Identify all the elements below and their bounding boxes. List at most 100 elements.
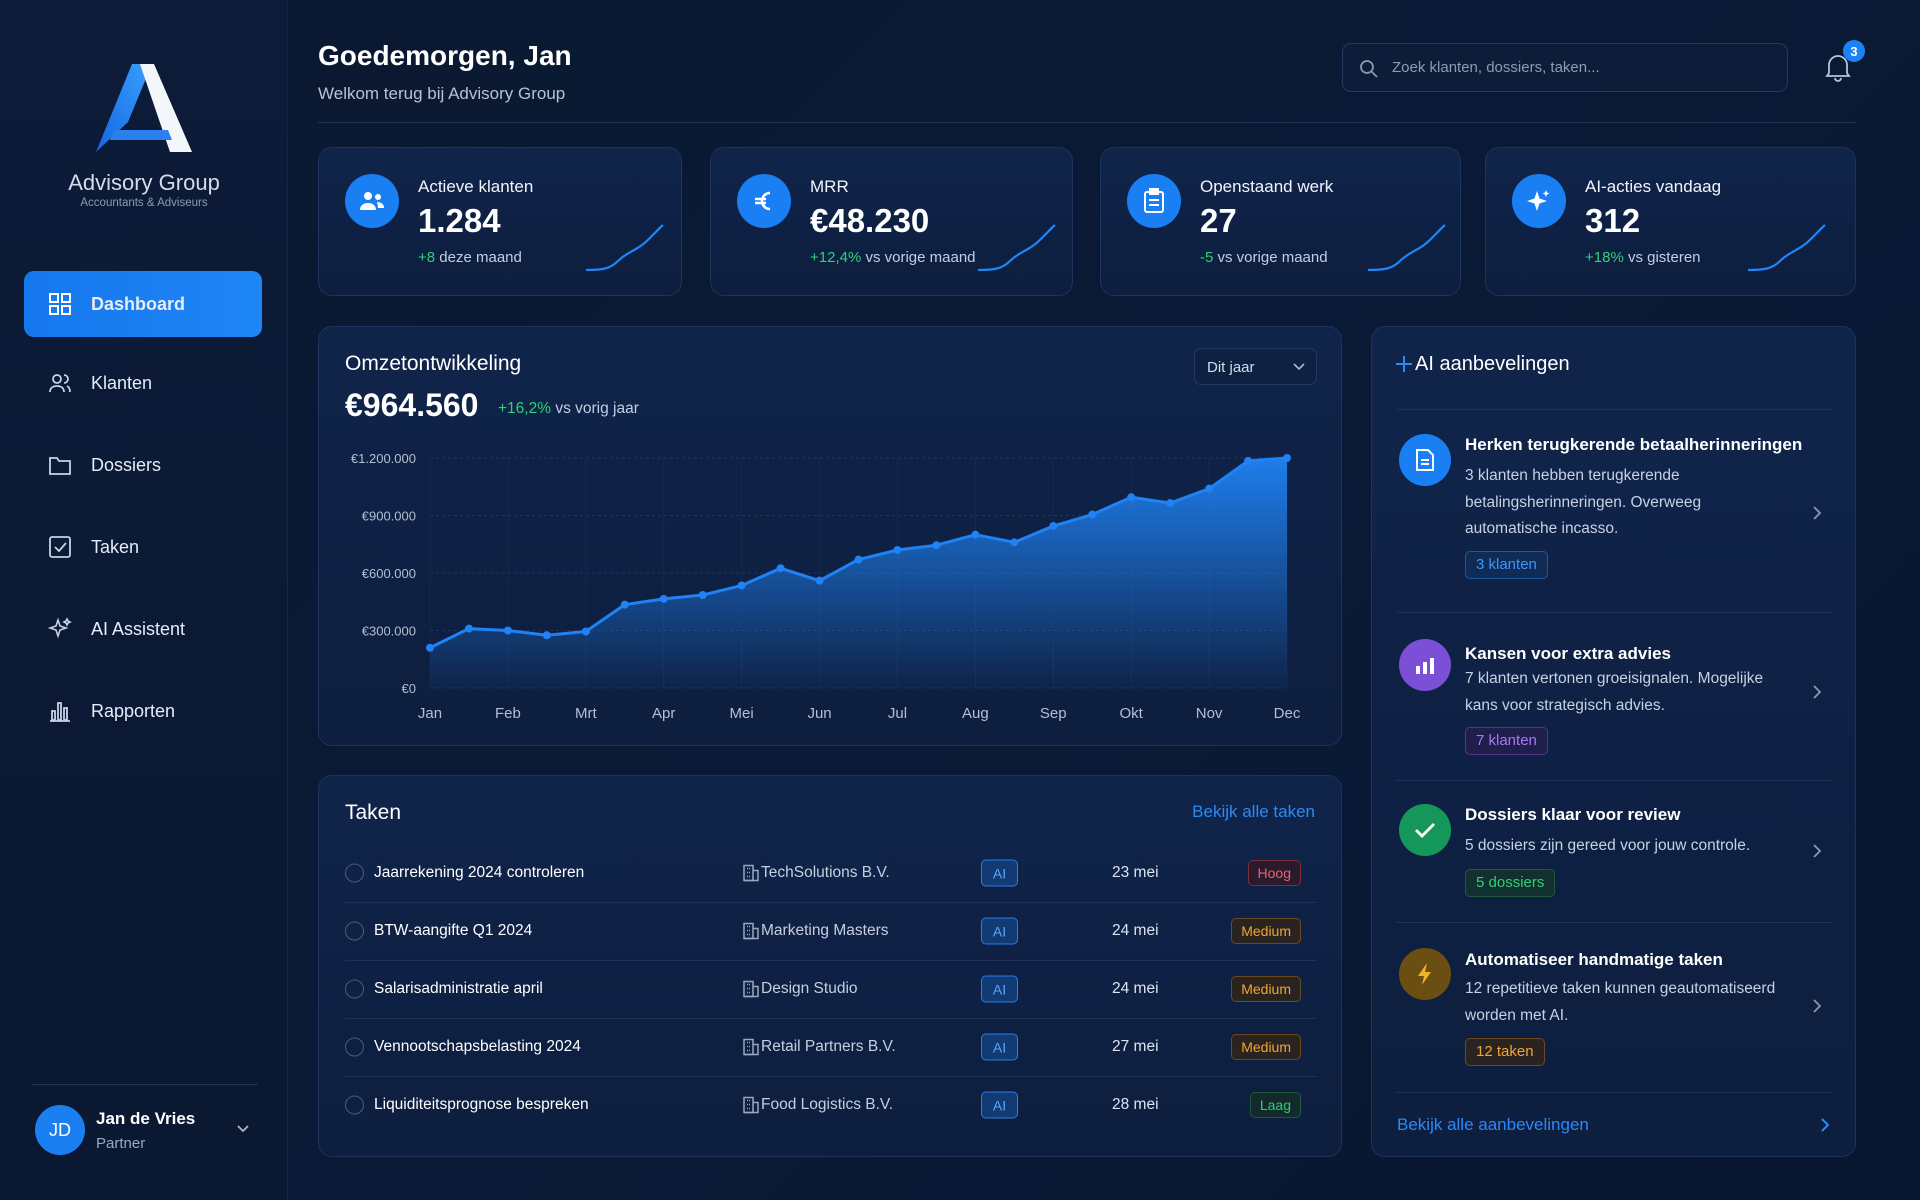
task-row[interactable]: Liquiditeitsprognose bespreken Food Logis… xyxy=(345,1076,1317,1134)
user-role: Partner xyxy=(96,1135,146,1152)
avatar: JD xyxy=(35,1105,85,1155)
nav-item[interactable]: Klanten xyxy=(24,350,262,416)
point xyxy=(620,600,629,609)
change-value: +18% xyxy=(1585,249,1624,266)
ai-title: AI aanbevelingen xyxy=(1415,353,1570,375)
icon xyxy=(48,617,72,639)
point xyxy=(932,541,941,550)
client-name: Design Studio xyxy=(761,980,858,997)
view-all-recommendations[interactable]: Bekijk alle aanbevelingen xyxy=(1397,1115,1589,1134)
x-tick-label: Sep xyxy=(1040,705,1067,722)
icon xyxy=(743,922,759,940)
due-date: 27 mei xyxy=(1112,1038,1159,1055)
checkbox[interactable] xyxy=(345,1095,364,1115)
nav-item[interactable]: Rapporten xyxy=(24,678,262,744)
task-row[interactable]: Jaarrekening 2024 controleren TechSolutio… xyxy=(345,844,1317,902)
chevron xyxy=(1813,999,1822,1013)
kpi-icon xyxy=(1127,174,1181,228)
icon xyxy=(743,980,759,998)
icon xyxy=(743,1096,759,1114)
checkbox[interactable] xyxy=(345,863,364,883)
divider xyxy=(318,122,1856,123)
checkbox[interactable] xyxy=(345,1037,364,1057)
checkbox[interactable] xyxy=(345,921,364,941)
point xyxy=(737,581,746,590)
icon xyxy=(1415,823,1435,838)
point xyxy=(1049,522,1058,531)
change-text: vs vorige maand xyxy=(1217,249,1328,266)
kpi-label: MRR xyxy=(810,177,849,196)
nav-item[interactable]: Dashboard xyxy=(24,271,262,337)
divider xyxy=(345,1018,1317,1019)
priority: Medium xyxy=(1231,976,1301,1002)
sparkline xyxy=(978,224,1056,272)
nav-item[interactable]: Dossiers xyxy=(24,432,262,498)
ai-item-description: 12 repetitieve taken kunnen geautomatise… xyxy=(1465,980,1776,1024)
ai-item[interactable]: Kansen voor extra advies 7 klanten verto… xyxy=(1372,632,1857,772)
divider xyxy=(345,902,1317,903)
nav-item[interactable]: AI Assistent xyxy=(24,596,262,662)
bell[interactable] xyxy=(1824,52,1852,82)
tasks-title: Taken xyxy=(345,801,402,824)
divider xyxy=(1396,780,1833,781)
area-chart: €0 €300.000 €600.000 €900.000 €1.200.000 Jan F… xyxy=(351,451,1301,722)
ai-item-description: 3 klanten hebben terugkerende betalingsh… xyxy=(1465,467,1702,537)
nav-item[interactable]: Taken xyxy=(24,514,262,580)
due-date: 23 mei xyxy=(1112,864,1159,881)
task-name: Jaarrekening 2024 controleren xyxy=(374,864,585,881)
ai-tag: AI xyxy=(981,917,1018,945)
ai-item-title: Herken terugkerende betaalherinneringen xyxy=(1465,435,1803,454)
ai-item[interactable]: Automatiseer handmatige taken 12 repetit… xyxy=(1372,941,1857,1091)
ai-tag: AI xyxy=(981,975,1018,1003)
y-tick-label: €600.000 xyxy=(362,566,416,581)
priority: Laag xyxy=(1249,1092,1301,1118)
icon xyxy=(1416,449,1434,471)
building-icon xyxy=(743,1038,759,1056)
chart-card: Omzetontwikkeling €964.560 +16,2% vs vor… xyxy=(318,326,1342,746)
chart-title: Omzetontwikkeling xyxy=(345,352,522,375)
x-tick-label: Feb xyxy=(495,705,521,722)
client-name: Food Logistics B.V. xyxy=(761,1096,894,1113)
building-icon xyxy=(743,980,759,998)
divider xyxy=(1396,409,1833,410)
point xyxy=(659,594,668,603)
client-name: Retail Partners B.V. xyxy=(761,1038,896,1055)
task-row[interactable]: Salarisadministratie april Design Studio A… xyxy=(345,960,1317,1018)
divider xyxy=(1396,922,1833,923)
sidebar: Advisory Group Accountants & Adviseurs D… xyxy=(0,0,288,1200)
point xyxy=(1244,456,1253,465)
change-text: vs vorig jaar xyxy=(555,400,639,417)
period-dropdown[interactable]: Dit jaar xyxy=(1194,348,1317,385)
task-row[interactable]: BTW-aangifte Q1 2024 Marketing Masters AI 2… xyxy=(345,902,1317,960)
kpi-value: 312 xyxy=(1585,202,1641,239)
ai-icon xyxy=(1399,948,1451,1000)
ai-item[interactable]: Dossiers klaar voor review 5 dossiers zi… xyxy=(1372,797,1857,917)
kpi-icon xyxy=(345,174,399,228)
y-tick-label: €0 xyxy=(402,681,416,696)
kpi-value: €48.230 xyxy=(810,202,930,239)
tasks-card: Taken Bekijk alle taken Jaarrekening 202… xyxy=(318,775,1342,1157)
kpi-card: Openstaand werk 27 -5 vs vorige maand xyxy=(1100,147,1461,296)
kpi-label: Actieve klanten xyxy=(418,177,534,196)
client-name: TechSolutions B.V. xyxy=(761,864,890,881)
ai-card: AI aanbevelingen Herken terugkerende bet… xyxy=(1371,326,1856,1157)
change-value: -5 xyxy=(1200,249,1214,266)
point xyxy=(1010,538,1019,547)
icon xyxy=(743,864,759,882)
client-name: Marketing Masters xyxy=(761,922,889,939)
ai-icon xyxy=(1399,434,1451,486)
point xyxy=(1166,499,1175,508)
ai-tag: AI xyxy=(981,859,1018,887)
icon xyxy=(743,1038,759,1056)
kpi-icon xyxy=(1512,174,1566,228)
ai-item[interactable]: Herken terugkerende betaalherinneringen … xyxy=(1372,427,1857,607)
kpi-label: AI-acties vandaag xyxy=(1585,177,1722,196)
user-menu[interactable] xyxy=(236,1124,250,1134)
search-box[interactable]: Zoek klanten, dossiers, taken... xyxy=(1342,43,1788,92)
checkbox[interactable] xyxy=(345,979,364,999)
view-all-tasks[interactable]: Bekijk alle taken xyxy=(1192,802,1315,821)
point xyxy=(464,624,473,633)
icon xyxy=(1396,356,1412,372)
task-row[interactable]: Vennootschapsbelasting 2024 Retail Partne… xyxy=(345,1018,1317,1076)
